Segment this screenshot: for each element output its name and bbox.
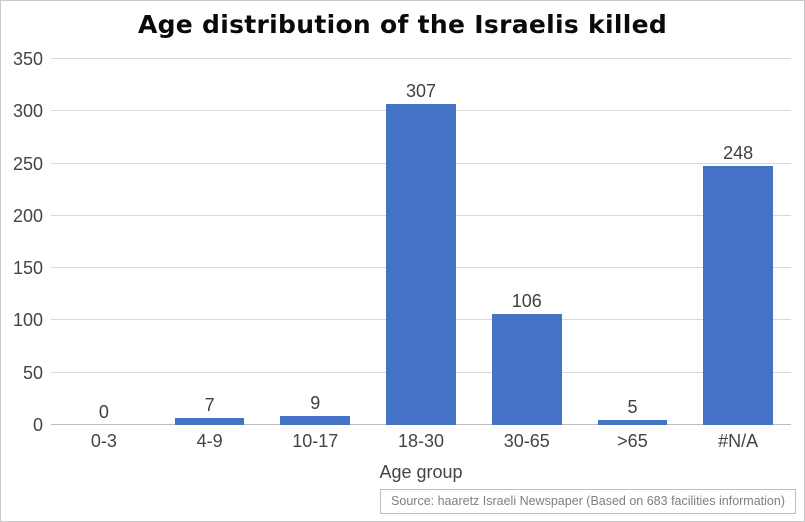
bar xyxy=(280,415,351,425)
bar xyxy=(597,419,668,425)
bar-group-10-17: 9 xyxy=(262,59,368,425)
bar xyxy=(174,417,245,425)
y-axis: 0 50 100 150 200 250 300 350 xyxy=(1,50,43,434)
bars: 0 7 9 307 106 5 248 xyxy=(51,59,791,425)
y-axis-tick-label: 350 xyxy=(12,49,43,69)
bar-value-label: 7 xyxy=(204,394,215,415)
x-axis-tick-label: 18-30 xyxy=(397,431,445,451)
bar-group-4-9: 7 xyxy=(157,59,263,425)
chart-title: Age distribution of the Israelis killed xyxy=(137,10,668,39)
bar-group-18-30: 307 xyxy=(368,59,474,425)
bar xyxy=(386,103,456,425)
x-axis-tick-label: >65 xyxy=(617,431,648,451)
bar xyxy=(703,165,774,425)
x-axis-tick-label: #N/A xyxy=(718,431,759,451)
y-axis-tick-label: 250 xyxy=(12,153,43,174)
y-axis-tick-label: 100 xyxy=(12,310,43,331)
bar-value-label: 106 xyxy=(511,291,542,312)
plot-area: 0 7 9 307 106 5 248 xyxy=(51,58,791,425)
bar-group->65: 5 xyxy=(580,59,686,425)
y-axis-tick-label: 50 xyxy=(22,362,43,383)
y-axis-tick-label: 0 xyxy=(32,415,43,435)
bar-group-30-65: 106 xyxy=(474,59,580,425)
y-axis-tick-label: 150 xyxy=(12,258,43,279)
source-note: Source: haaretz Israeli Newspaper (Based… xyxy=(380,489,796,514)
bar-group-0-3: 0 xyxy=(51,59,157,425)
x-axis-tick-label: 0-3 xyxy=(90,431,117,451)
bar xyxy=(491,314,562,425)
bar-value-label: 307 xyxy=(405,80,437,101)
bar-group-#N/A: 248 xyxy=(685,59,791,425)
x-axis-labels: 0-3 4-9 10-17 18-30 30-65 >65 #N/A xyxy=(51,432,791,450)
x-axis-tick-label: 4-9 xyxy=(196,431,223,451)
y-axis-tick-label: 300 xyxy=(12,101,43,122)
bar-value-label: 9 xyxy=(310,392,321,413)
x-axis-tick-label: 30-65 xyxy=(503,431,550,451)
gridline xyxy=(51,58,791,59)
bar-value-label: 0 xyxy=(98,402,109,422)
y-axis-tick-label: 200 xyxy=(12,205,43,226)
bar-value-label: 248 xyxy=(723,142,754,163)
x-axis-tick-label: 10-17 xyxy=(292,431,339,451)
x-axis-title: Age group xyxy=(379,462,463,482)
bar-value-label: 5 xyxy=(627,396,638,417)
